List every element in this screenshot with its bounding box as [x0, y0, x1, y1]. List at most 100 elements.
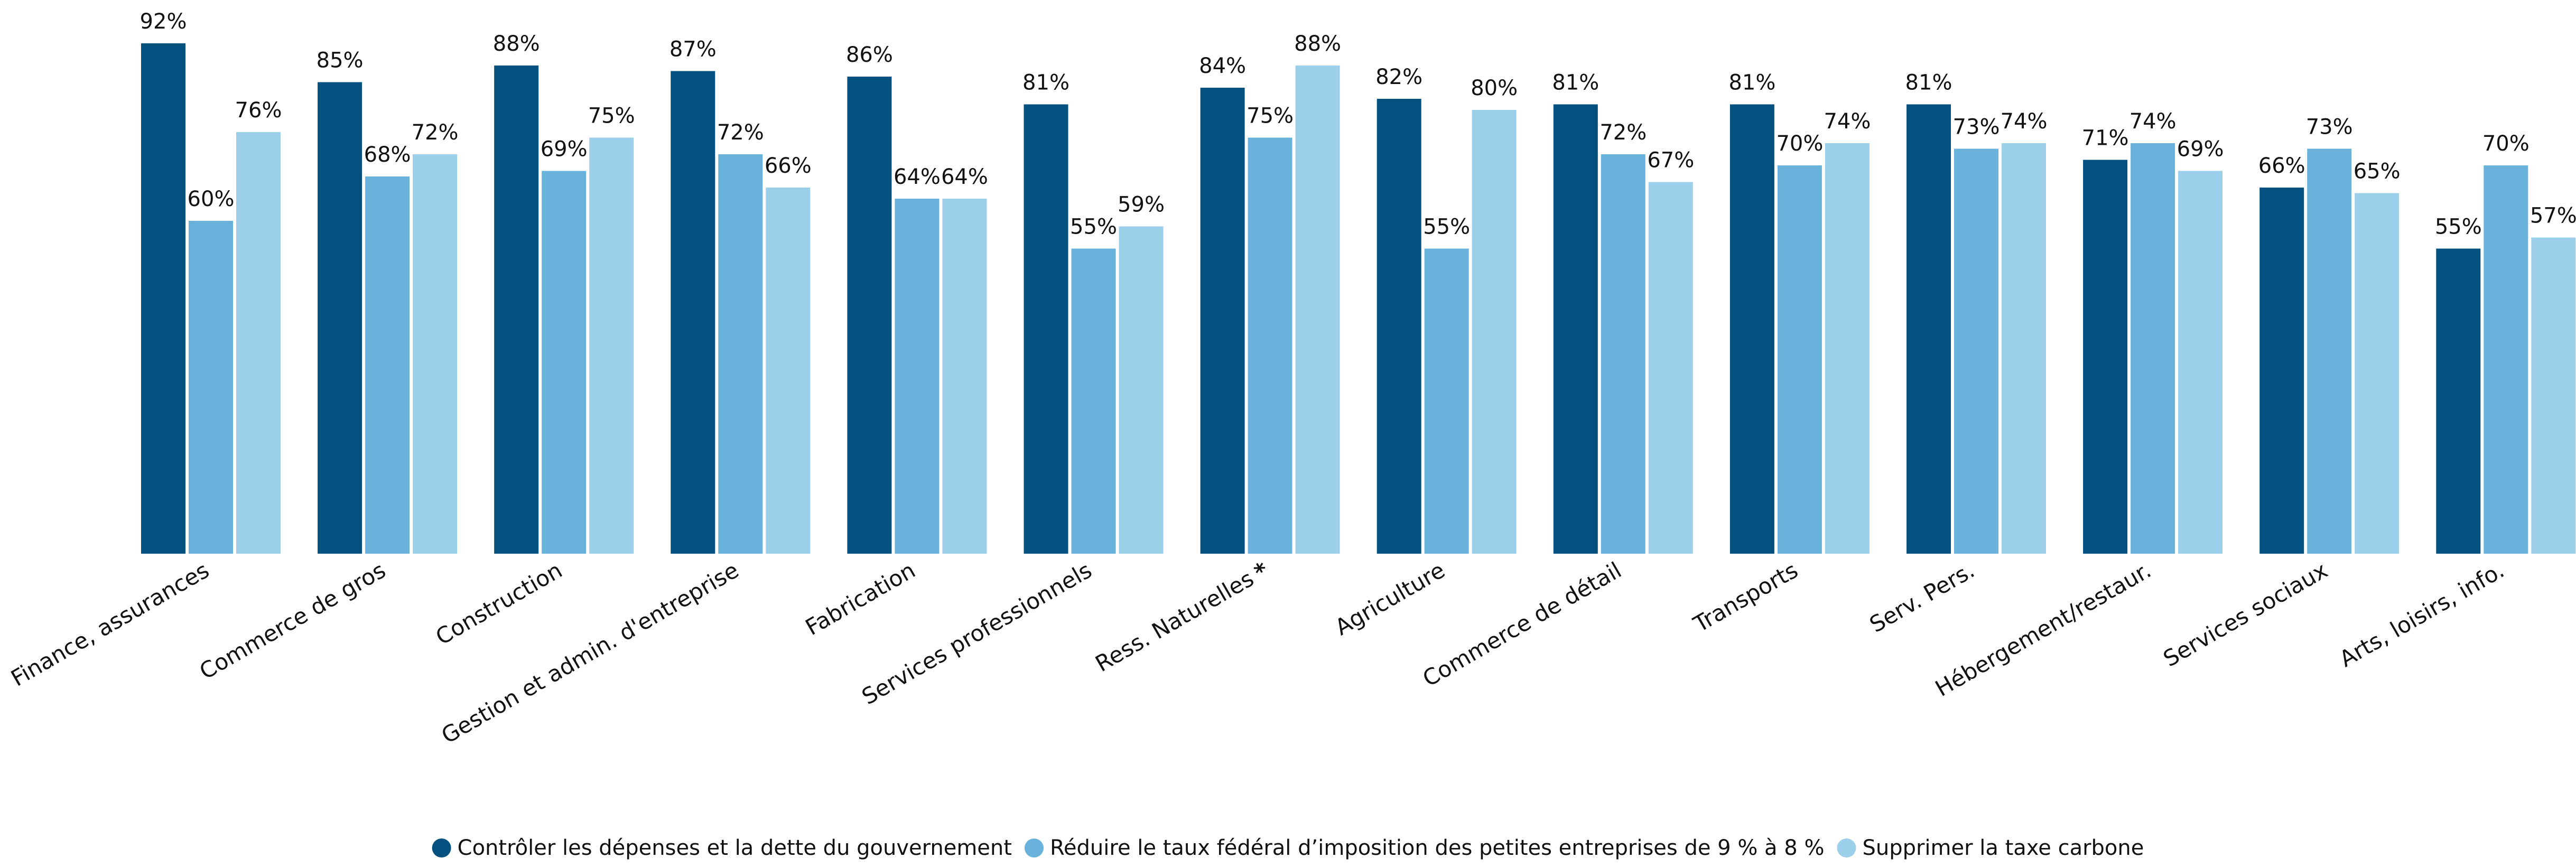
value-label: 74%	[1824, 109, 1871, 134]
category-label: Agriculture	[1331, 557, 1449, 640]
value-label: 76%	[235, 98, 282, 123]
category-label: Services sociaux	[2159, 557, 2332, 672]
category-marker: *	[1250, 557, 1273, 585]
bar-2-cat-3	[542, 171, 587, 554]
legend-label: Contrôler les dépenses et la dette du go…	[458, 836, 1012, 860]
value-label: 66%	[765, 154, 812, 178]
bar-1-cat-10	[1729, 104, 1774, 554]
value-label: 69%	[2177, 137, 2224, 162]
bar-2-cat-2	[365, 176, 410, 554]
bar-3-cat-13	[2355, 193, 2400, 554]
bar-2-cat-7	[1248, 137, 1292, 554]
value-labels-layer: 92%60%76%85%68%72%88%69%75%87%72%66%86%6…	[140, 10, 2576, 239]
value-label: 81%	[1905, 71, 1952, 95]
bar-3-cat-11	[2002, 143, 2046, 554]
value-label: 75%	[588, 104, 635, 128]
value-label: 67%	[1647, 148, 1694, 173]
legend-item-1: Contrôler les dépenses et la dette du go…	[432, 836, 1012, 860]
bar-3-cat-12	[2178, 171, 2223, 554]
bar-1-cat-6	[1024, 104, 1068, 554]
bar-1-cat-4	[671, 71, 715, 554]
bar-1-cat-14	[2436, 248, 2481, 554]
legend-swatch	[1024, 838, 1044, 857]
value-label: 59%	[1118, 193, 1165, 217]
value-label: 72%	[1599, 120, 1647, 145]
legend-label: Réduire le taux fédéral d’imposition des…	[1050, 836, 1825, 860]
bar-1-cat-11	[1907, 104, 1951, 554]
bar-1-cat-9	[1553, 104, 1598, 554]
value-label: 81%	[1552, 71, 1599, 95]
bar-3-cat-1	[236, 132, 281, 554]
bar-3-cat-10	[1825, 143, 1870, 554]
bar-3-cat-14	[2531, 237, 2576, 554]
legend-swatch	[1837, 838, 1856, 857]
bar-1-cat-12	[2083, 160, 2128, 554]
bar-2-cat-9	[1601, 154, 1645, 554]
value-label: 69%	[541, 137, 588, 162]
value-label: 81%	[1728, 71, 1775, 95]
bar-2-cat-13	[2307, 148, 2352, 554]
value-label: 70%	[1776, 132, 1823, 156]
value-label: 70%	[2482, 132, 2529, 156]
bars-layer	[141, 43, 2576, 554]
bar-2-cat-4	[718, 154, 763, 554]
category-label: Finance, assurances	[6, 557, 213, 691]
bar-2-cat-1	[189, 221, 233, 554]
legend-swatch	[432, 838, 451, 857]
bar-3-cat-7	[1295, 66, 1340, 554]
category-label: Ress. Naturelles*	[1091, 557, 1272, 677]
category-label: Commerce de gros	[195, 557, 390, 684]
value-label: 84%	[1199, 54, 1246, 78]
value-label: 82%	[1375, 65, 1422, 89]
value-label: 73%	[2306, 115, 2353, 139]
value-label: 92%	[140, 10, 187, 34]
value-label: 87%	[669, 38, 717, 62]
value-label: 80%	[1471, 76, 1518, 100]
value-label: 66%	[2258, 154, 2305, 178]
value-label: 74%	[2001, 109, 2048, 134]
category-label: Arts, loisirs, info.	[2335, 557, 2508, 672]
legend: Contrôler les dépenses et la dette du go…	[432, 836, 2144, 860]
value-label: 65%	[2354, 160, 2401, 184]
legend-item-2: Réduire le taux fédéral d’imposition des…	[1024, 836, 1825, 860]
value-label: 86%	[846, 43, 893, 67]
value-label: 68%	[364, 143, 411, 167]
bar-2-cat-12	[2131, 143, 2175, 554]
bar-3-cat-4	[766, 188, 811, 554]
value-label: 74%	[2129, 109, 2177, 134]
category-label: Transports	[1689, 557, 1802, 637]
bar-3-cat-6	[1119, 226, 1164, 554]
bar-2-cat-11	[1954, 148, 1998, 554]
value-label: 88%	[1294, 32, 1341, 56]
category-label: Construction	[431, 557, 566, 650]
category-label: Commerce de détail	[1418, 557, 1626, 692]
bar-1-cat-2	[318, 82, 362, 554]
value-label: 55%	[1070, 215, 1117, 239]
bar-1-cat-13	[2259, 188, 2304, 554]
bar-2-cat-8	[1424, 248, 1469, 554]
bar-2-cat-5	[895, 199, 940, 554]
bar-3-cat-9	[1648, 182, 1693, 554]
value-label: 64%	[941, 165, 988, 189]
bar-3-cat-8	[1472, 110, 1517, 554]
value-label: 55%	[2435, 215, 2482, 239]
bar-3-cat-5	[942, 199, 987, 554]
value-label: 73%	[1953, 115, 2000, 139]
value-label: 55%	[1423, 215, 1470, 239]
value-label: 75%	[1247, 104, 1294, 128]
value-label: 88%	[493, 32, 540, 56]
value-label: 72%	[412, 120, 459, 145]
bar-3-cat-2	[413, 154, 458, 554]
value-label: 64%	[894, 165, 941, 189]
value-label: 57%	[2530, 204, 2576, 228]
bar-1-cat-1	[141, 43, 185, 554]
category-label: Gestion et admin. d'entreprise	[437, 557, 743, 749]
bar-3-cat-3	[589, 137, 634, 554]
bar-2-cat-14	[2484, 165, 2528, 554]
value-label: 60%	[188, 187, 235, 211]
bar-1-cat-3	[494, 66, 539, 554]
category-label: Fabrication	[801, 557, 919, 640]
